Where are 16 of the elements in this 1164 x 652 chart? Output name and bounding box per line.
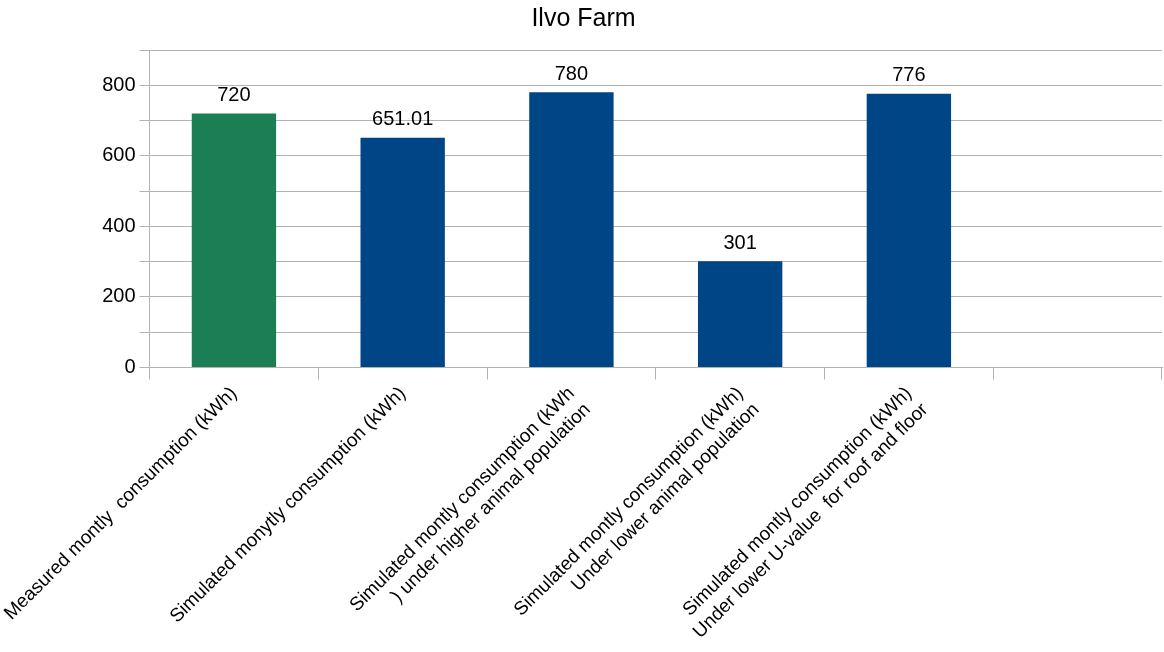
y-tick-label: 800 (102, 72, 136, 95)
data-label: 301 (723, 230, 757, 253)
data-label: 720 (217, 83, 251, 106)
y-tick-label: 600 (102, 143, 136, 166)
y-tick-label: 0 (124, 355, 136, 378)
data-label: 780 (554, 61, 589, 84)
y-tick-label: 400 (102, 213, 136, 236)
bar (360, 137, 445, 368)
chart-title: Ilvo Farm (531, 2, 636, 31)
bar (191, 113, 277, 368)
data-label: 776 (892, 63, 926, 86)
bar (866, 93, 952, 368)
data-label: 651.01 (372, 107, 434, 130)
bar (529, 92, 614, 368)
y-tick-label: 200 (102, 284, 136, 307)
bar (697, 261, 783, 368)
